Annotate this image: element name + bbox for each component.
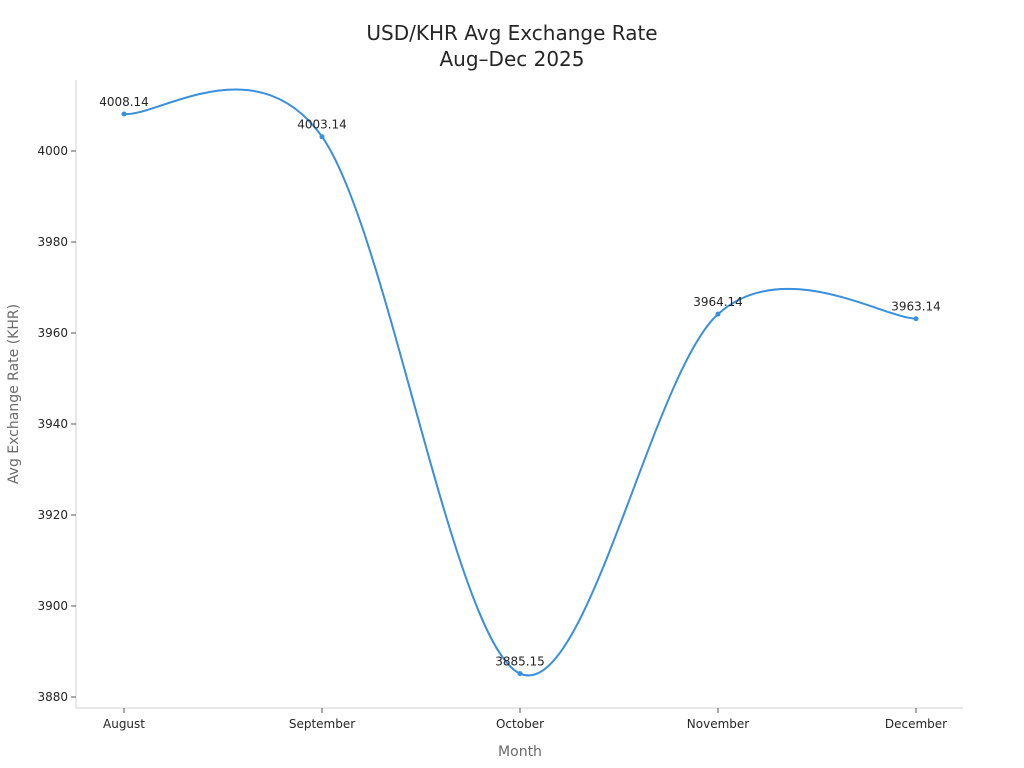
data-point-label: 3963.14: [891, 300, 941, 314]
data-point-label: 3885.15: [495, 655, 545, 669]
y-axis-ticks: 3880 3900 3920 3940 3960 3980 4000: [37, 144, 76, 704]
data-point-marker: [517, 671, 523, 677]
data-point-marker: [121, 111, 127, 117]
x-tick-label: December: [885, 717, 947, 731]
chart-title: USD/KHR Avg Exchange Rate: [366, 21, 658, 45]
data-point-marker: [715, 311, 721, 317]
data-point-marker: [319, 134, 325, 140]
x-axis-title: Month: [498, 744, 542, 760]
y-tick-label: 3920: [37, 508, 68, 522]
data-point-label: 4003.14: [297, 118, 347, 132]
data-point-label: 4008.14: [99, 95, 149, 109]
x-tick-label: November: [687, 717, 749, 731]
data-point-marker: [913, 316, 919, 322]
axes: [75, 80, 963, 709]
x-axis-ticks: August September October November December: [103, 708, 947, 731]
data-point-label: 3964.14: [693, 295, 743, 309]
x-tick-label: August: [103, 717, 145, 731]
data-labels: 4008.14 4003.14 3885.15 3964.14 3963.14: [99, 95, 941, 669]
y-tick-label: 4000: [37, 144, 68, 158]
data-markers: [121, 111, 919, 677]
x-tick-label: October: [496, 717, 544, 731]
y-tick-label: 3980: [37, 235, 68, 249]
series-line: [123, 88, 917, 677]
y-tick-label: 3880: [37, 690, 68, 704]
y-axis-title: Avg Exchange Rate (KHR): [6, 304, 22, 484]
x-tick-label: September: [289, 717, 355, 731]
chart-subtitle: Aug–Dec 2025: [439, 47, 585, 71]
y-tick-label: 3900: [37, 599, 68, 613]
y-tick-label: 3940: [37, 417, 68, 431]
y-tick-label: 3960: [37, 326, 68, 340]
